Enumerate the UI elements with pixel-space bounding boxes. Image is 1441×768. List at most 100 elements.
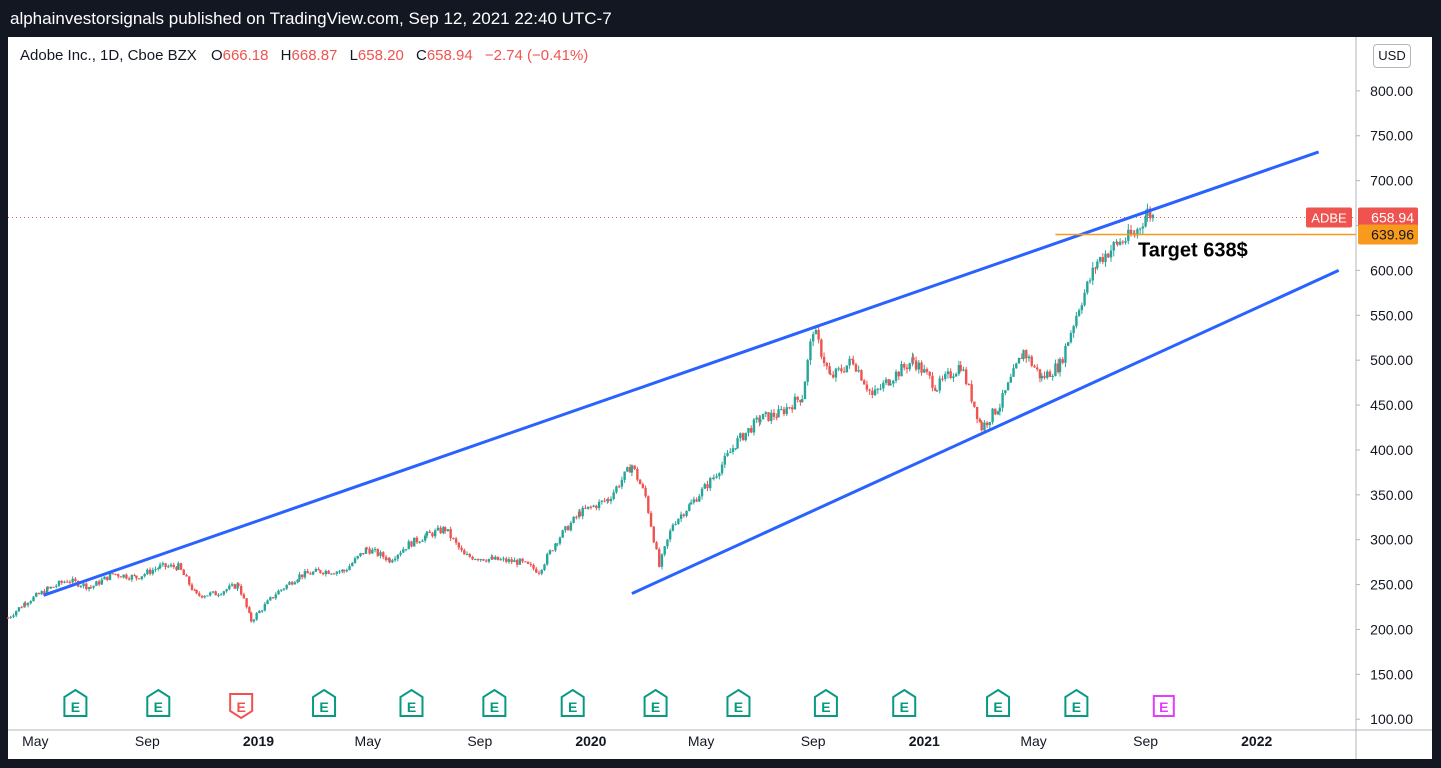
earnings-marker[interactable]: E	[643, 688, 668, 717]
earnings-marker[interactable]: E	[1064, 688, 1089, 717]
candle-body	[709, 478, 712, 489]
earnings-marker[interactable]: E	[986, 688, 1011, 717]
candle-body	[404, 549, 408, 551]
candle-body	[491, 556, 494, 560]
candle-body	[934, 387, 937, 391]
candle-body	[803, 381, 807, 400]
candle-body	[1116, 241, 1119, 245]
y-tick-label: 450.00	[1370, 397, 1413, 413]
candle-body	[532, 564, 535, 569]
symbol-title[interactable]: Adobe Inc., 1D, Cboe BZX	[20, 47, 197, 64]
candle-body	[706, 484, 709, 489]
candle-body	[1015, 363, 1018, 369]
candle-body	[14, 611, 18, 616]
candle-body	[1080, 305, 1084, 311]
candle-body	[494, 556, 497, 560]
candle-body	[954, 373, 958, 377]
trendline[interactable]	[43, 150, 1320, 597]
candle-body	[1096, 261, 1099, 269]
candle-body	[556, 543, 559, 545]
earnings-marker[interactable]: E	[892, 688, 917, 717]
candle-body	[586, 506, 590, 509]
earnings-marker[interactable]: E	[63, 688, 88, 717]
earnings-letter: E	[1159, 699, 1168, 715]
candle-body	[338, 571, 341, 573]
earnings-marker[interactable]: E	[560, 688, 585, 717]
publisher-text: alphainvestorsignals published on Tradin…	[10, 9, 612, 28]
candle-body	[822, 356, 826, 363]
earnings-letter: E	[319, 699, 328, 715]
candle-body	[402, 549, 405, 553]
candle-body	[158, 564, 162, 569]
candle-body	[811, 334, 815, 342]
candle-body	[130, 575, 134, 580]
earnings-badge	[146, 688, 171, 717]
x-tick-label: Sep	[1133, 733, 1158, 749]
drawings[interactable]: Target 638$	[8, 150, 1356, 597]
earnings-marker[interactable]: E	[1152, 695, 1175, 717]
candle-body	[263, 604, 267, 611]
candle-body	[712, 477, 716, 479]
candle-body	[399, 552, 402, 555]
chart-pane[interactable]	[8, 37, 1432, 759]
candle-body	[828, 366, 831, 374]
candle-body	[535, 568, 538, 573]
candle-body	[777, 409, 780, 418]
candle-body	[391, 560, 394, 563]
candle-body	[615, 486, 618, 493]
candle-body	[1086, 281, 1089, 293]
trendline[interactable]	[631, 269, 1340, 595]
earnings-marker[interactable]: E	[399, 688, 424, 717]
candle-body	[679, 514, 683, 519]
earnings-letter: E	[154, 699, 163, 715]
candle-body	[633, 465, 636, 469]
currency-button[interactable]: USD	[1373, 44, 1411, 68]
candle-body	[671, 524, 675, 531]
y-tick-label: 600.00	[1370, 262, 1413, 278]
candle-body	[739, 433, 742, 439]
candle-body	[365, 547, 369, 549]
x-tick-label: 2020	[575, 733, 606, 749]
candle-body	[652, 526, 655, 543]
candle-body	[731, 448, 735, 452]
candle-body	[127, 578, 131, 580]
y-tick-label: 150.00	[1370, 666, 1413, 682]
earnings-marker[interactable]: E	[726, 688, 751, 717]
candle-body	[137, 578, 141, 580]
candle-body	[319, 570, 322, 573]
candle-body	[526, 561, 530, 564]
candle-body	[548, 550, 552, 555]
candle-body	[551, 550, 554, 552]
candle-body	[1048, 371, 1052, 377]
candle-body	[558, 537, 562, 544]
candle-body	[348, 566, 351, 571]
earnings-badge	[399, 688, 424, 717]
earnings-marker[interactable]: E	[146, 688, 171, 717]
candle-body	[185, 575, 188, 577]
earnings-marker[interactable]: E	[229, 693, 254, 720]
candle-body	[63, 581, 66, 583]
candle-body	[463, 550, 466, 555]
candle-body	[882, 382, 885, 389]
candle-body	[736, 438, 739, 449]
candle-body	[140, 576, 144, 579]
earnings-marker[interactable]: E	[813, 688, 838, 717]
candle-body	[285, 584, 288, 589]
candle-body	[970, 384, 973, 402]
candle-body	[479, 559, 482, 561]
candle-body	[143, 574, 146, 577]
target-price-label	[1358, 224, 1418, 245]
candle-body	[660, 554, 664, 567]
target-annotation[interactable]: Target 638$	[1138, 240, 1248, 262]
candle-body	[729, 451, 732, 454]
candle-body	[327, 570, 330, 574]
candle-body	[442, 527, 445, 534]
y-tick-label: 300.00	[1370, 532, 1413, 548]
earnings-marker[interactable]: E	[482, 688, 507, 717]
candle-body	[1098, 257, 1102, 262]
candle-body	[941, 378, 944, 380]
candle-body	[1112, 242, 1115, 251]
earnings-marker[interactable]: E	[312, 688, 337, 717]
